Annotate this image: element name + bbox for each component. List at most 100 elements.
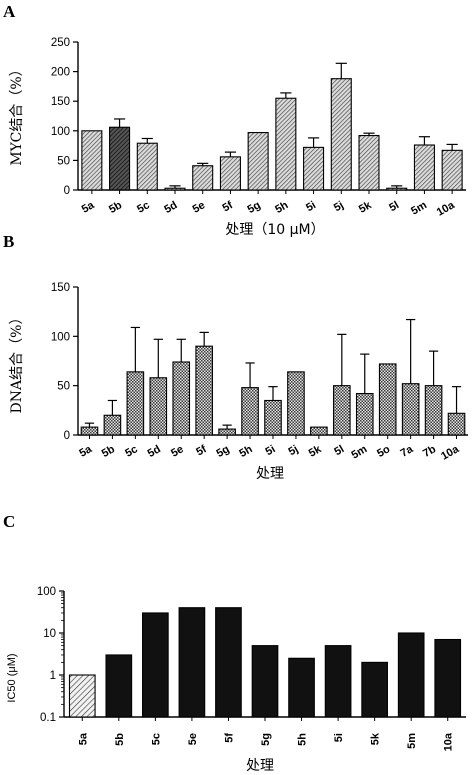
y-tick-label: 150 [51,96,70,108]
bar [275,97,297,191]
x-tick-label: 5h [297,733,309,746]
y-tick-label: 150 [51,282,70,294]
x-tick-label: 5c [123,443,140,460]
x-tick-label: 5k [370,732,382,745]
bar [192,165,214,191]
y-tick-label: 50 [57,155,70,167]
y-tick-label: 200 [51,67,70,79]
bar [105,654,133,718]
y-tick-label: 250 [51,37,70,49]
bar [287,371,305,436]
x-tick-label: 5e [191,199,208,216]
x-tick-label: 5l [387,199,401,214]
x-tick-label: 5g [214,443,231,460]
bar [355,393,374,436]
bar [251,645,279,718]
bar [358,134,380,191]
x-tick-label: 5d [146,443,163,460]
bar [310,426,328,436]
x-tick-label: 5o [375,443,392,460]
x-tick-label: 5b [107,199,124,216]
panel-a-letter: A [3,2,16,21]
x-tick-label: 5g [246,199,263,216]
bar [80,426,99,436]
bar [241,387,259,436]
panel-b-y-axis-title: DNA结合（%） [9,311,25,414]
y-tick-label: 50 [57,381,70,393]
x-tick-label: 5f [194,443,209,458]
bar [109,126,131,191]
x-tick-label: 5c [135,199,152,216]
bar [81,130,103,191]
x-tick-label: 5m [409,199,429,217]
panel-c-chart: IC50 (μM) 处理 0.1 1 10 100 5a 5b 5c 5e 5f 5g 5h 5i 5k… [6,586,466,774]
bar [218,428,236,436]
bar [424,385,443,436]
bar [447,412,466,436]
y-tick-label: 0 [64,430,70,442]
bar [413,144,435,191]
bar [333,385,351,436]
y-tick-label: 0.1 [40,712,56,724]
x-tick-label: 5j [332,199,346,214]
bar [264,399,282,436]
bar [142,612,169,718]
y-tick-label: 1 [50,670,56,682]
x-tick-label: 5e [187,733,199,745]
bar [401,383,420,436]
x-tick-label: 5c [150,733,162,745]
bar [103,414,122,436]
x-tick-label: 5i [304,199,318,214]
bar [195,345,213,436]
bar [434,638,462,718]
panel-c-x-axis-title: 处理 [246,758,274,774]
x-tick-label: 5g [260,733,272,746]
x-tick-label: 5j [286,443,300,458]
x-tick-label: 5h [237,443,254,460]
x-tick-label: 10a [435,199,458,219]
bar [324,645,352,718]
bar [215,607,242,718]
bar [172,361,191,436]
bar [361,661,388,718]
x-tick-label: 5h [273,199,290,216]
x-tick-label: 5m [349,443,369,461]
bar [303,146,325,191]
panel-b-letter: B [3,232,14,251]
bar [247,132,269,191]
x-tick-label: 5a [77,443,94,460]
x-tick-label: 5b [100,443,117,460]
x-tick-label: 10a [443,732,455,751]
bar [378,363,397,436]
x-tick-label: 5d [162,199,179,216]
x-tick-label: 5l [332,443,346,458]
bar [164,187,186,191]
panel-a-chart: MYC结合（%） 处理（10 μM） 0 50 100 150 200 250 5a 5b 5c… [9,37,466,238]
x-tick-label: 5k [307,443,324,460]
x-tick-label: 5f [220,199,235,214]
panel-a-x-axis-title: 处理（10 μM） [225,222,324,238]
bar [149,377,168,436]
x-tick-label: 5i [333,733,345,742]
x-tick-label: 7a [399,443,416,460]
x-tick-label: 5i [264,443,278,458]
x-tick-label: 5a [77,732,89,745]
x-tick-label: 5a [80,199,97,216]
y-tick-label: 100 [37,586,56,598]
y-tick-label: 100 [51,126,70,138]
panel-c-letter: C [3,512,15,531]
x-tick-label: 10a [439,443,462,463]
bar [330,78,352,191]
bar [441,149,463,191]
panel-c-y-axis-title: IC50 (μM) [6,653,18,702]
y-tick-label: 10 [43,628,56,640]
bar [126,371,145,436]
y-tick-label: 100 [51,331,70,343]
x-tick-label: 5f [223,733,235,743]
panel-b-chart: DNA结合（%） 处理 0 50 100 150 5a 5b 5c 5d 5e 5f 5g 5h 5i 5… [9,282,468,482]
bar [397,632,425,718]
x-tick-label: 5b [114,733,126,746]
x-tick-label: 5k [357,199,374,216]
x-tick-label: 7b [421,443,438,460]
